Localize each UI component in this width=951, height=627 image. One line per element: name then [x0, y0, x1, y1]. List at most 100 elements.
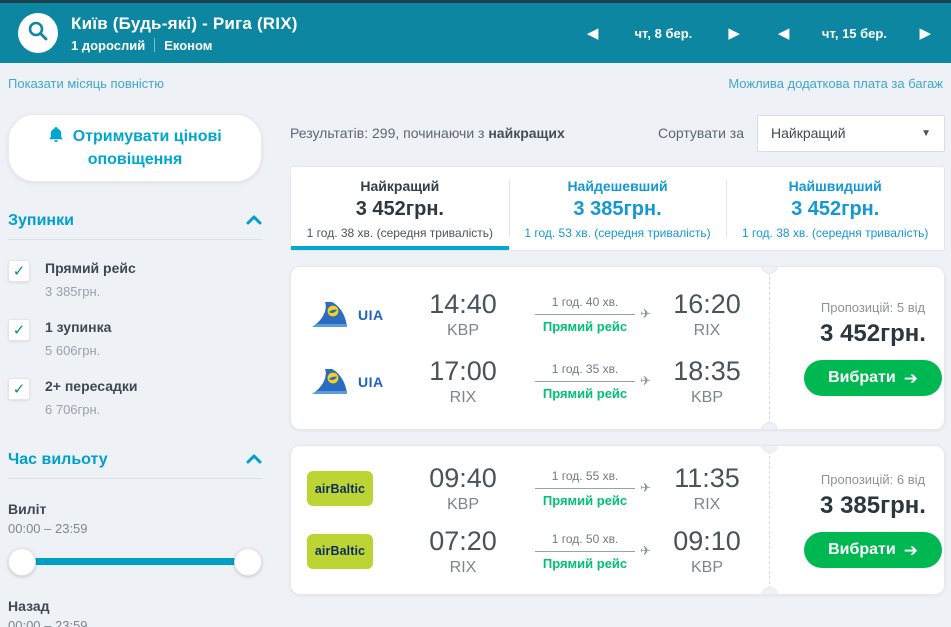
active-tab-indicator [291, 246, 510, 250]
leg-middle: 1 год. 40 хв. ✈ Прямий рейс [521, 295, 651, 334]
flight-price: 3 385грн. [820, 492, 926, 519]
stops-title: Зупинки [8, 212, 74, 230]
filter-direct-flights[interactable]: ✓ Прямий рейс 3 385грн. [8, 260, 262, 299]
return-leg: airBaltic 07:20 RIX 1 год. 50 хв. ✈ Прям… [303, 526, 759, 577]
show-full-month-link[interactable]: Показати місяць повністю [8, 75, 165, 91]
flight-price: 3 452грн. [820, 320, 926, 347]
departure-time-section-header[interactable]: Час вильоту [8, 451, 262, 469]
departure-airport: RIX [449, 558, 477, 576]
select-label: Вибрати [828, 369, 896, 386]
departure-airport: RIX [449, 389, 477, 406]
outbound-time-slider[interactable] [8, 548, 262, 577]
select-flight-button[interactable]: Вибрати ➔ [804, 360, 942, 396]
leg-path-line: ✈ [535, 373, 651, 388]
tab-price: 3 385грн. [573, 198, 662, 220]
departure-time: 14:40 [429, 289, 497, 319]
check-icon: ✓ [12, 381, 26, 399]
results-header-row: Результатів: 299, починаючи з найкращих … [290, 114, 945, 152]
return-date-nav: ◀ чт, 15 бер. ▶ [772, 22, 937, 45]
leg-duration: 1 год. 55 хв. [551, 469, 619, 484]
airbaltic-airline-logo: airBaltic [307, 533, 373, 569]
arrival-airport: RIX [693, 496, 721, 514]
outbound-time-filter: Виліт 00:00 – 23:59 [8, 501, 262, 577]
airbaltic-airline-logo: airBaltic [307, 471, 373, 507]
search-summary-header: Київ (Будь-які) - Рига (RIX) 1 дорослий … [0, 3, 951, 63]
arrival-time: 11:35 [674, 463, 740, 494]
leg-path-line: ✈ [535, 480, 651, 495]
select-label: Вибрати [828, 541, 896, 558]
sort-selected-value: Найкращий [771, 125, 846, 141]
arrival-endpoint: 09:10 KBP [655, 526, 759, 577]
airline-name: UIA [358, 306, 384, 323]
arrival-time: 09:10 [673, 525, 741, 556]
search-icon [27, 20, 49, 47]
chevron-up-icon[interactable] [246, 451, 262, 469]
airline-name: airBaltic [314, 481, 366, 496]
edit-search-button[interactable] [18, 13, 58, 53]
departure-time: 09:40 [429, 463, 497, 494]
leg-stops-info: Прямий рейс [542, 319, 628, 334]
sort-dropdown[interactable]: Найкращий ▼ [757, 114, 945, 152]
filter-one-stop[interactable]: ✓ 1 зупинка 5 606грн. [8, 319, 262, 358]
deals-count: Пропозицій: 6 від [820, 472, 926, 487]
caret-down-icon: ▼ [921, 127, 931, 139]
return-next-day-button[interactable]: ▶ [913, 22, 937, 45]
select-flight-button[interactable]: Вибрати ➔ [804, 532, 942, 568]
arrow-right-icon: ➔ [903, 368, 918, 388]
chevron-up-icon[interactable] [246, 212, 262, 230]
outbound-prev-day-button[interactable]: ◀ [581, 22, 605, 45]
tab-cheapest[interactable]: Найдешевший 3 385грн. 1 год. 53 хв. (сер… [508, 167, 727, 250]
arrow-right-icon: ➔ [903, 540, 918, 560]
outbound-leg: airBaltic 09:40 KBP 1 год. 55 хв. ✈ Прям… [303, 463, 759, 514]
outbound-date-label: чт, 8 бер. [634, 25, 693, 41]
tab-price: 3 452грн. [355, 198, 444, 220]
direct-checkbox[interactable]: ✓ [8, 260, 30, 283]
stops-section-header[interactable]: Зупинки [8, 212, 262, 230]
arrival-endpoint: 16:20 RIX [655, 289, 759, 340]
leg-path-line: ✈ [535, 306, 651, 321]
tab-duration: 1 год. 38 хв. (середня тривалість) [306, 226, 493, 240]
leg-middle: 1 год. 35 хв. ✈ Прямий рейс [521, 362, 651, 401]
departure-airport: KBP [446, 496, 479, 514]
price-alerts-button[interactable]: Отримувати цінові оповіщення [8, 114, 262, 183]
airline-name: UIA [358, 373, 384, 390]
slider-range-value: 00:00 – 23:59 [8, 521, 88, 537]
departure-endpoint: 07:20 RIX [411, 526, 515, 577]
filter-label: 2+ пересадки [45, 378, 138, 395]
one-stop-checkbox[interactable]: ✓ [8, 319, 30, 342]
slider-handle-min[interactable] [8, 548, 36, 577]
results-summary: Результатів: 299, починаючи з найкращих [290, 125, 565, 141]
filters-sidebar: Отримувати цінові оповіщення Зупинки ✓ П… [8, 114, 262, 627]
filter-price: 3 385грн. [45, 284, 101, 300]
outbound-next-day-button[interactable]: ▶ [722, 22, 746, 45]
uia-airline-logo: UIA [311, 301, 384, 329]
tab-best[interactable]: Найкращий 3 452грн. 1 год. 38 хв. (серед… [291, 167, 509, 250]
slider-handle-max[interactable] [234, 548, 262, 577]
sort-by-label: Сортувати за [657, 125, 744, 141]
return-prev-day-button[interactable]: ◀ [772, 22, 796, 45]
leg-path-line: ✈ [535, 543, 651, 558]
filter-price: 5 606грн. [45, 343, 101, 359]
arrival-airport: KBP [690, 389, 723, 406]
results-count-text: Результатів: 299, починаючи з [290, 125, 489, 141]
leg-middle: 1 год. 55 хв. ✈ Прямий рейс [521, 469, 651, 509]
slider-range-value: 00:00 – 23:59 [8, 618, 88, 627]
slider-track[interactable] [20, 558, 250, 566]
tab-price: 3 452грн. [791, 198, 880, 220]
flight-result-card[interactable]: UIA 14:40 KBP 1 год. 40 хв. ✈ Прямий рей… [290, 266, 945, 430]
price-alerts-label: Отримувати цінові оповіщення [72, 128, 222, 169]
arrival-airport: KBP [690, 558, 723, 576]
sort-area: Сортувати за Найкращий ▼ [657, 114, 945, 152]
leg-stops-info: Прямий рейс [542, 493, 628, 509]
airline-name: airBaltic [314, 544, 366, 559]
check-icon: ✓ [12, 263, 26, 281]
plane-icon: ✈ [640, 373, 651, 388]
filter-two-plus-stops[interactable]: ✓ 2+ пересадки 6 706грн. [8, 378, 262, 417]
results-main: Результатів: 299, починаючи з найкращих … [290, 114, 945, 595]
plane-icon: ✈ [640, 542, 651, 558]
arrival-airport: RIX [693, 322, 721, 339]
tab-fastest[interactable]: Найшвидший 3 452грн. 1 год. 38 хв. (сере… [726, 167, 944, 250]
check-icon: ✓ [12, 322, 26, 340]
flight-result-card[interactable]: airBaltic 09:40 KBP 1 год. 55 хв. ✈ Прям… [290, 445, 945, 595]
two-plus-checkbox[interactable]: ✓ [8, 378, 30, 401]
